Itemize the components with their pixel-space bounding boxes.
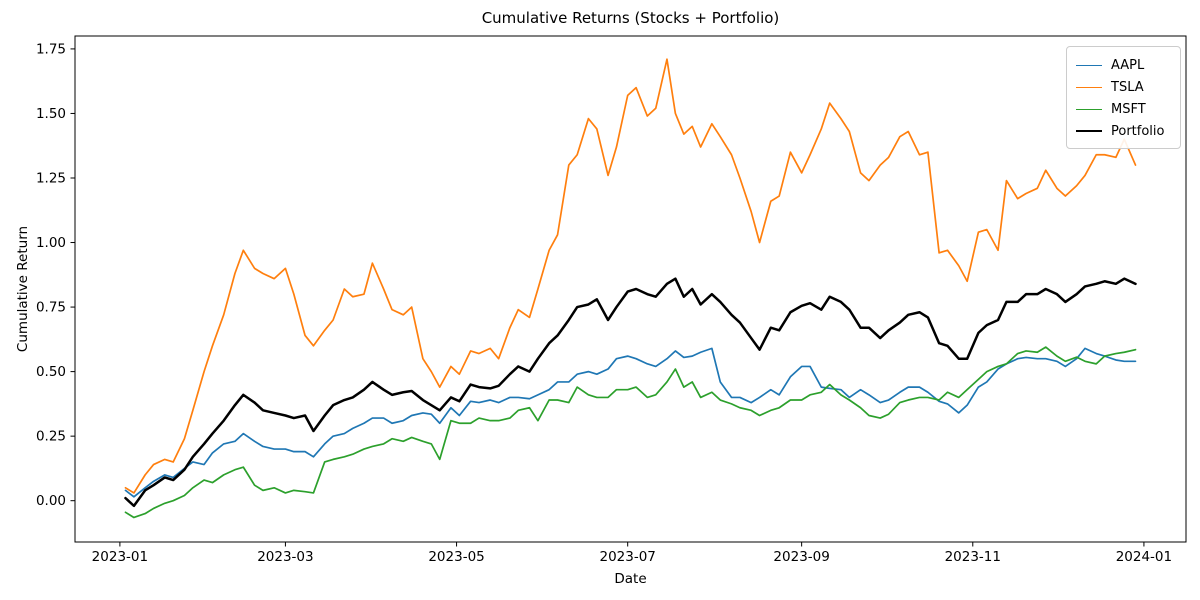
legend-line-swatch-msft	[1076, 108, 1102, 110]
x-tick-label: 2024-01	[1116, 549, 1172, 565]
y-tick-label: 1.25	[36, 170, 66, 186]
legend-item-aapl: AAPL	[1076, 54, 1171, 76]
legend-line-swatch-tsla	[1076, 86, 1102, 88]
y-tick-label: 0.00	[36, 493, 66, 509]
x-tick-label: 2023-03	[257, 549, 313, 565]
y-tick-label: 1.75	[36, 41, 66, 57]
legend-item-portfolio: Portfolio	[1076, 120, 1171, 142]
x-axis-label: Date	[614, 571, 647, 587]
series-line-aapl	[124, 347, 1137, 498]
y-axis-label: Cumulative Return	[15, 225, 31, 353]
legend-item-tsla: TSLA	[1076, 76, 1171, 98]
x-tick-label: 2023-07	[599, 549, 655, 565]
legend-line-swatch-aapl	[1076, 64, 1102, 66]
x-tick-label: 2023-05	[428, 549, 484, 565]
y-tick-label: 0.50	[36, 364, 66, 380]
legend-item-msft: MSFT	[1076, 98, 1171, 120]
y-tick-label: 1.00	[36, 235, 66, 251]
legend-label-tsla: TSLA	[1111, 79, 1144, 95]
axes-box	[74, 35, 1187, 543]
legend: AAPL TSLA MSFT Portfolio	[1066, 46, 1181, 149]
y-tick-label: 0.25	[36, 429, 66, 445]
x-tick-label: 2023-01	[92, 549, 148, 565]
legend-label-msft: MSFT	[1111, 101, 1146, 117]
legend-line-swatch-portfolio	[1076, 130, 1102, 132]
x-tick-label: 2023-09	[773, 549, 829, 565]
legend-label-aapl: AAPL	[1111, 57, 1145, 73]
series-line-portfolio	[124, 277, 1137, 508]
series-line-msft	[124, 346, 1137, 519]
y-tick-label: 1.50	[36, 106, 66, 122]
legend-label-portfolio: Portfolio	[1111, 123, 1165, 139]
x-tick-label: 2023-11	[945, 549, 1001, 565]
y-tick-label: 0.75	[36, 300, 66, 316]
chart-title: Cumulative Returns (Stocks + Portfolio)	[481, 9, 780, 27]
series-line-tsla	[124, 58, 1137, 494]
